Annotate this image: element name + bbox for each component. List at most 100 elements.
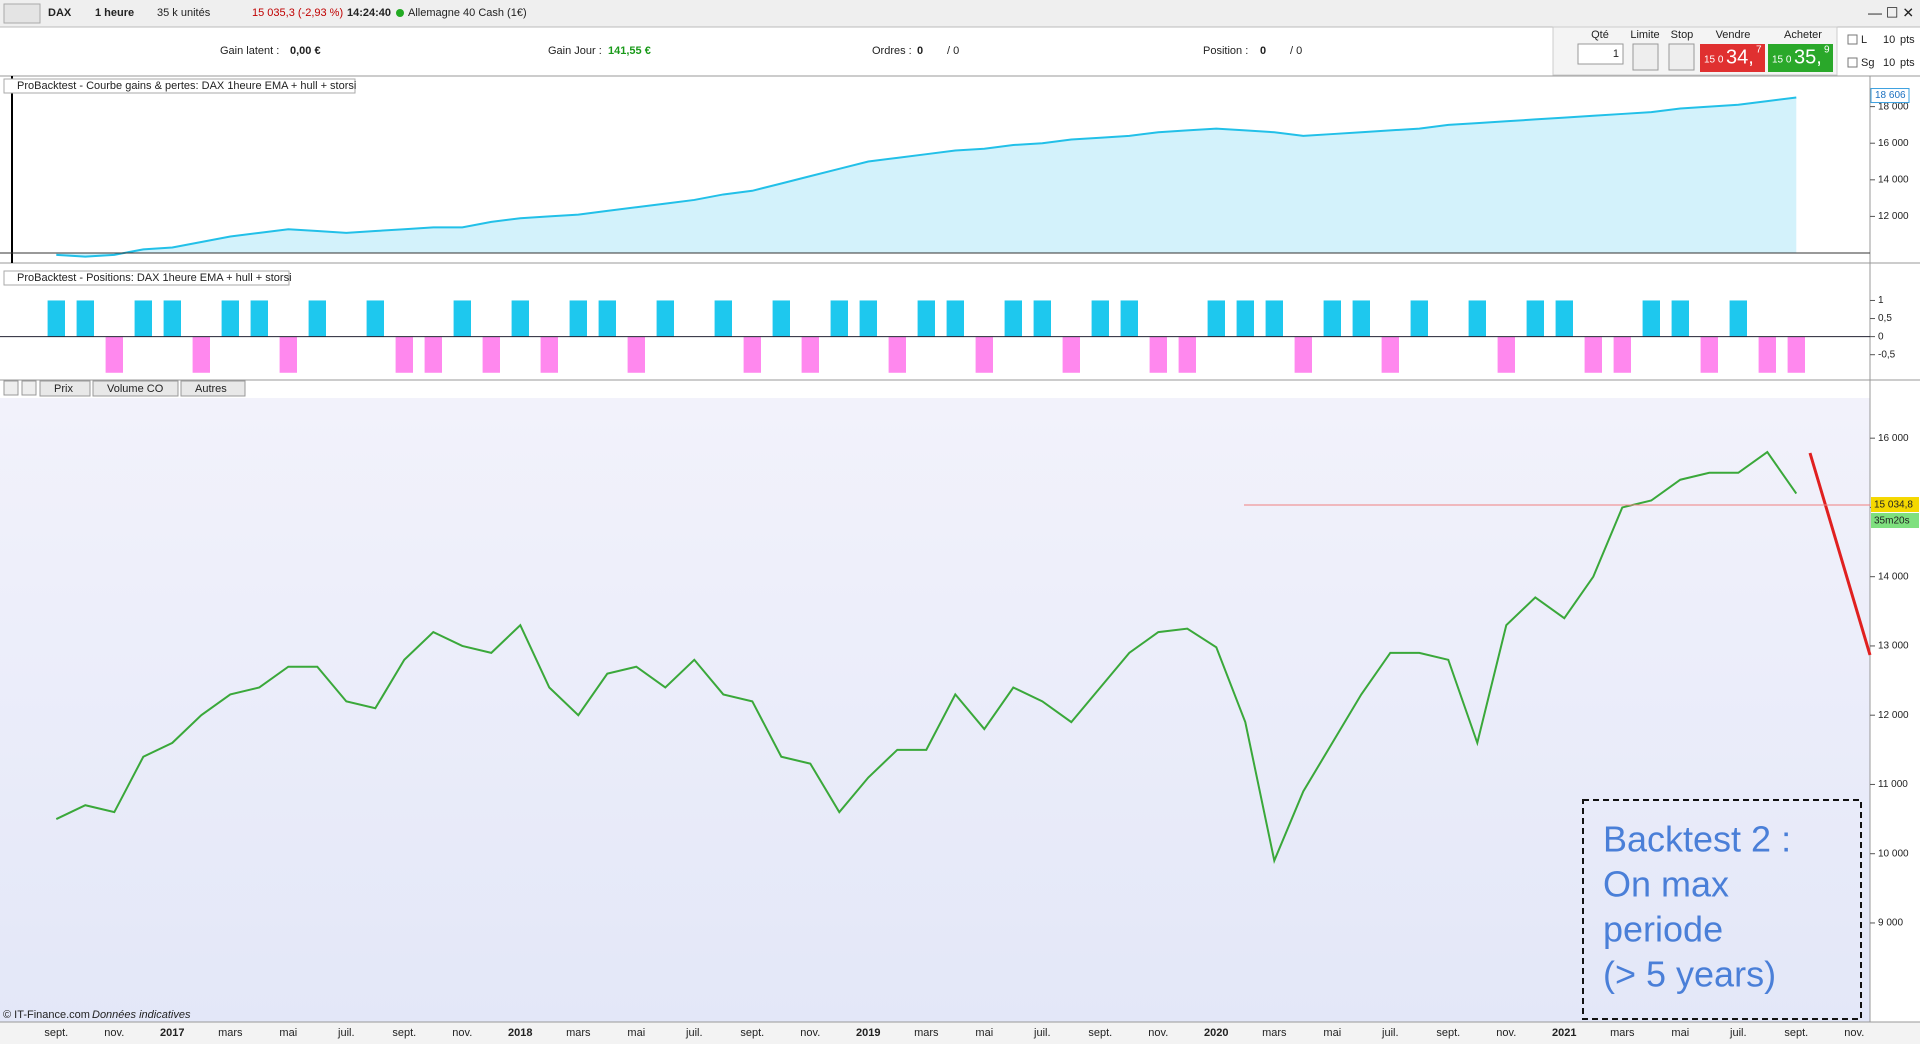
position-bar	[1729, 300, 1747, 337]
position-bar	[1323, 300, 1341, 337]
annotation-line: periode	[1603, 909, 1723, 950]
position-bar	[1091, 300, 1109, 337]
tab-label[interactable]: Volume CO	[107, 383, 164, 395]
position-bar	[1613, 336, 1631, 373]
current-price: 15 034,8	[1874, 500, 1913, 511]
equity-area	[56, 97, 1797, 257]
position-bar	[1236, 300, 1254, 337]
limit-button[interactable]	[1632, 43, 1659, 71]
x-tick-label: mai	[975, 1027, 993, 1039]
x-tick-label: juil.	[1381, 1027, 1399, 1039]
x-tick-label: sept.	[1088, 1027, 1112, 1039]
x-tick-label: mars	[218, 1027, 243, 1039]
x-tick-label: juil.	[337, 1027, 355, 1039]
pts1-unit: pts	[1900, 34, 1915, 46]
countdown-box	[1871, 513, 1919, 529]
quote: 15 035,3 (-2,93 %)	[252, 7, 343, 19]
toolbar-icons[interactable]	[3, 3, 41, 24]
status-dot	[396, 9, 404, 17]
position-bar	[453, 300, 471, 337]
position-bar	[1555, 300, 1573, 337]
ordres-label: Ordres :	[872, 45, 912, 57]
symbol[interactable]: DAX	[48, 7, 72, 19]
position-bar	[366, 300, 384, 337]
sg-checkbox[interactable]	[1847, 57, 1858, 68]
copyright: © IT-Finance.com	[3, 1009, 90, 1021]
window-controls[interactable]: — ☐ ✕	[1868, 5, 1914, 21]
position-bar	[627, 336, 645, 373]
gain-jour: 141,55 €	[608, 45, 651, 57]
units[interactable]: 35 k unités	[157, 7, 211, 19]
timeframe[interactable]: 1 heure	[95, 7, 134, 19]
position-bar	[772, 300, 790, 337]
position-bar	[279, 336, 297, 373]
tab-label[interactable]: Prix	[54, 383, 73, 395]
y-tick-label: 18 000	[1878, 101, 1909, 112]
position-bar	[1120, 300, 1138, 337]
annotation-box	[1582, 799, 1862, 1020]
pts1[interactable]: 10	[1883, 34, 1895, 46]
tab-label[interactable]: Autres	[195, 383, 227, 395]
countdown: 35m20s	[1874, 516, 1910, 527]
add-panel[interactable]	[21, 380, 37, 396]
position-bar	[859, 300, 877, 337]
close-panel[interactable]	[3, 380, 19, 396]
position-bar	[1265, 300, 1283, 337]
last-value: 18 606	[1875, 90, 1906, 101]
x-tick-label: mars	[1262, 1027, 1287, 1039]
buy-big[interactable]: 35,	[1794, 46, 1822, 68]
instrument: Allemagne 40 Cash (1€)	[408, 7, 527, 19]
sell-big[interactable]: 34,	[1726, 46, 1754, 68]
position-total: / 0	[1290, 45, 1302, 57]
positions-title: ProBacktest - Positions: DAX 1heure EMA …	[17, 272, 292, 284]
qty[interactable]: 1	[1613, 48, 1619, 60]
position-bar	[1468, 300, 1486, 337]
tab[interactable]	[92, 380, 179, 397]
x-tick-label: 2019	[856, 1027, 880, 1039]
tab[interactable]	[180, 380, 246, 397]
buy-prefix[interactable]: 15 0	[1772, 55, 1792, 66]
position-bar	[1758, 336, 1776, 373]
equity-title-box	[3, 78, 356, 94]
gain-latent-label: Gain latent :	[220, 45, 279, 57]
buy-button[interactable]	[1768, 44, 1833, 72]
position-bar	[917, 300, 935, 337]
position-bar	[134, 300, 152, 337]
position-bar	[1207, 300, 1225, 337]
x-tick-label: sept.	[392, 1027, 416, 1039]
l-checkbox[interactable]	[1847, 34, 1858, 45]
pts2[interactable]: 10	[1883, 57, 1895, 69]
footer-note: Données indicatives	[92, 1009, 191, 1021]
x-tick-label: mai	[1671, 1027, 1689, 1039]
position-bar	[598, 300, 616, 337]
price-panel	[0, 398, 1870, 1022]
stop-button[interactable]	[1668, 43, 1695, 71]
position-bar	[946, 300, 964, 337]
sell-sup[interactable]: 7	[1756, 45, 1762, 56]
x-tick-label: nov.	[1496, 1027, 1516, 1039]
x-tick-label: sept.	[44, 1027, 68, 1039]
x-tick-label: nov.	[1148, 1027, 1168, 1039]
sell-button[interactable]	[1700, 44, 1765, 72]
buy-sup[interactable]: 9	[1824, 45, 1830, 56]
tab[interactable]	[39, 380, 91, 397]
qty-input[interactable]	[1577, 43, 1624, 65]
position-bar	[1381, 336, 1399, 373]
y-tick-label: 12 000	[1878, 211, 1909, 222]
sell-prefix[interactable]: 15 0	[1704, 55, 1724, 66]
equity-line	[56, 96, 1797, 258]
position-bar	[801, 336, 819, 373]
x-tick-label: mai	[627, 1027, 645, 1039]
position-bar	[1033, 300, 1051, 337]
position-bar	[1584, 336, 1602, 373]
position-bar	[105, 336, 123, 373]
position-bar	[830, 300, 848, 337]
ordres: 0	[917, 45, 923, 57]
sell-label: Vendre	[1716, 29, 1751, 41]
x-tick-label: 2021	[1552, 1027, 1576, 1039]
x-tick-label: 2017	[160, 1027, 184, 1039]
position-bar	[1149, 336, 1167, 373]
x-tick-label: juil.	[685, 1027, 703, 1039]
gain-latent: 0,00 €	[290, 45, 321, 57]
